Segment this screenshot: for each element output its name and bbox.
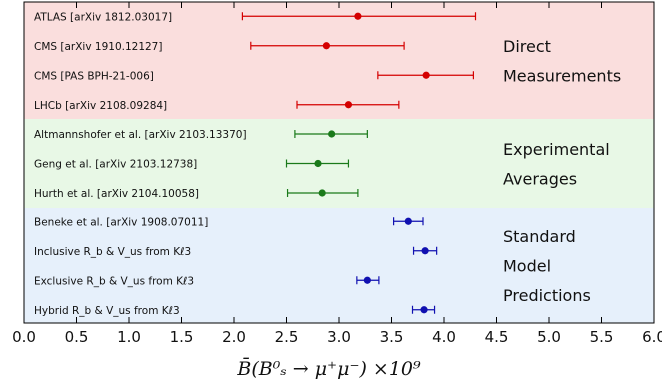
group-label-line: Averages (503, 169, 577, 188)
x-tick-label: 3.0 (327, 328, 351, 346)
group-band-0 (24, 2, 654, 119)
x-tick-label: 3.5 (380, 328, 404, 346)
row-label: Altmannshofer et al. [arXiv 2103.13370] (34, 129, 247, 141)
data-points (241, 12, 477, 314)
group-label-line: Model (503, 257, 551, 276)
x-tick-label: 1.0 (117, 328, 141, 346)
row-label: Hurth et al. [arXiv 2104.10058] (34, 188, 199, 200)
group-label-line: Direct (503, 37, 551, 56)
data-point (318, 189, 326, 197)
x-tick-label: 5.5 (590, 328, 614, 346)
data-point (354, 12, 362, 20)
data-point (363, 276, 371, 284)
x-axis: 0.0 0.5 1.0 1.5 2.0 2.5 3.0 3.5 4.0 4.5 5.0 5.5 6.0 (12, 2, 662, 346)
row-label: Hybrid R_b & V_us from Kℓ3 (34, 305, 180, 317)
data-point (422, 71, 430, 79)
data-point (328, 130, 336, 138)
data-point (420, 306, 428, 314)
group-label-line: Predictions (503, 286, 591, 305)
x-tick-label: 0.0 (12, 328, 36, 346)
row-label: Beneke et al. [arXiv 1908.07011] (34, 216, 208, 228)
group-label-line: Measurements (503, 66, 621, 85)
row-label: CMS [PAS BPH-21-006] (34, 70, 154, 82)
group-labels: Direct Measurements Experimental Averages St… (503, 37, 621, 305)
x-tick-label: 2.5 (275, 328, 299, 346)
x-tick-label: 2.0 (222, 328, 246, 346)
row-label: Geng et al. [arXiv 2103.12738] (34, 159, 197, 171)
x-tick-label: 4.5 (485, 328, 509, 346)
group-label-line: Standard (503, 227, 576, 246)
x-axis-title: B̄(B⁰ₛ → μ⁺μ⁻) ×10⁹ (236, 357, 421, 380)
row-label: Inclusive R_b & V_us from Kℓ3 (34, 246, 191, 258)
x-tick-label: 0.5 (65, 328, 89, 346)
x-tick-label: 4.0 (432, 328, 456, 346)
data-point (344, 101, 353, 109)
row-labels: ATLAS [arXiv 1812.03017] CMS [arXiv 1910.… (34, 11, 247, 317)
x-tick-label: 5.0 (537, 328, 561, 346)
row-label: CMS [arXiv 1910.12127] (34, 41, 162, 53)
data-point (404, 217, 412, 225)
row-label: LHCb [arXiv 2108.09284] (34, 100, 167, 112)
x-tick-label: 1.5 (170, 328, 194, 346)
x-tick-label: 6.0 (642, 328, 662, 346)
data-point (322, 42, 330, 50)
data-point (314, 159, 322, 168)
data-point (421, 247, 429, 255)
group-band-2 (24, 208, 654, 323)
group-label-line: Experimental (503, 140, 610, 159)
row-label: Exclusive R_b & V_us from Kℓ3 (34, 275, 194, 287)
row-label: ATLAS [arXiv 1812.03017] (34, 11, 172, 23)
